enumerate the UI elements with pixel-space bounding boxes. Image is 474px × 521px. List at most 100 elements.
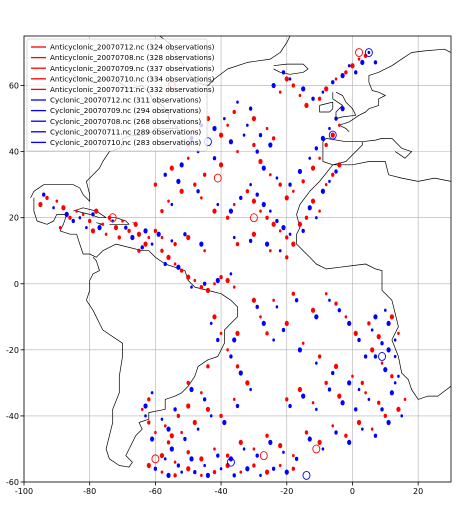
y-tick-label: 40 bbox=[9, 148, 19, 157]
anticyclonic-eddy bbox=[269, 249, 272, 253]
cyclonic-eddy bbox=[78, 216, 82, 220]
anticyclonic-eddy bbox=[265, 126, 269, 131]
cyclonic-eddy bbox=[271, 82, 276, 89]
anticyclonic-eddy bbox=[147, 235, 151, 240]
anticyclonic-eddy bbox=[370, 427, 374, 431]
anticyclonic-eddy bbox=[353, 330, 358, 336]
anticyclonic-eddy bbox=[258, 158, 263, 165]
cyclonic-eddy bbox=[297, 168, 303, 175]
cyclonic-eddy bbox=[71, 218, 75, 224]
anticyclonic-eddy bbox=[278, 182, 282, 187]
cyclonic-eddy bbox=[255, 304, 259, 310]
cyclonic-eddy bbox=[249, 387, 252, 392]
cyclonic-eddy bbox=[284, 469, 289, 475]
cyclonic-eddy bbox=[373, 60, 378, 65]
cyclonic-eddy bbox=[373, 354, 378, 359]
coastline bbox=[332, 161, 451, 182]
anticyclonic-eddy bbox=[166, 440, 171, 445]
anticyclonic-eddy bbox=[90, 228, 96, 234]
cyclonic-eddy bbox=[153, 466, 158, 471]
cyclonic-eddy bbox=[327, 387, 332, 392]
anticyclonic-eddy bbox=[166, 254, 171, 260]
anticyclonic-eddy bbox=[344, 433, 348, 438]
cyclonic-eddy bbox=[205, 472, 211, 479]
cyclonic-eddy bbox=[331, 80, 335, 85]
anticyclonic-eddy bbox=[324, 292, 328, 296]
anticyclonic-eddy bbox=[291, 83, 296, 88]
cyclonic-eddy bbox=[354, 70, 358, 75]
anticyclonic-eddy bbox=[235, 330, 240, 336]
anticyclonic-eddy bbox=[265, 215, 269, 220]
cyclonic-eddy bbox=[176, 264, 181, 270]
anticyclonic-eddy bbox=[278, 443, 283, 449]
x-tick-label: -60 bbox=[149, 487, 162, 496]
anticyclonic-eddy bbox=[113, 224, 119, 231]
anticyclonic-eddy bbox=[271, 221, 276, 227]
anticyclonic-eddy bbox=[232, 397, 236, 402]
anticyclonic-eddy bbox=[284, 76, 289, 82]
cyclonic-eddy bbox=[202, 281, 207, 286]
cyclonic-eddy bbox=[222, 419, 227, 426]
anticyclonic-eddy bbox=[179, 268, 184, 273]
cyclonic-eddy bbox=[278, 249, 282, 253]
anticyclonic-eddy bbox=[232, 202, 236, 207]
cyclonic-eddy bbox=[176, 178, 181, 184]
anticyclonic-eddy bbox=[186, 380, 190, 386]
cyclonic-eddy bbox=[255, 192, 259, 197]
anticyclonic-eddy bbox=[285, 397, 289, 402]
cyclonic-eddy bbox=[320, 135, 325, 142]
cyclonic-eddy bbox=[163, 172, 167, 177]
anticyclonic-eddy bbox=[173, 242, 177, 247]
cyclonic-eddy bbox=[275, 176, 279, 180]
anticyclonic-eddy bbox=[173, 460, 177, 464]
cyclonic-eddy bbox=[140, 245, 144, 250]
cyclonic-eddy bbox=[215, 277, 220, 284]
anticyclonic-eddy bbox=[203, 249, 206, 253]
anticyclonic-eddy bbox=[285, 255, 289, 260]
cyclonic-eddy bbox=[248, 238, 253, 243]
axes-frame bbox=[23, 35, 452, 483]
anticyclonic-eddy bbox=[285, 235, 289, 240]
anticyclonic-eddy bbox=[269, 173, 272, 177]
anticyclonic-eddy bbox=[284, 320, 289, 327]
anticyclonic-eddy bbox=[147, 420, 151, 425]
cyclonic-eddy bbox=[315, 216, 318, 220]
cyclonic-eddy bbox=[281, 327, 286, 333]
anticyclonic-eddy bbox=[291, 291, 296, 296]
cyclonic-eddy bbox=[228, 456, 234, 462]
anticyclonic-eddy bbox=[179, 188, 184, 194]
anticyclonic-eddy bbox=[265, 433, 269, 438]
anticyclonic-eddy bbox=[317, 439, 322, 445]
anticyclonic-eddy bbox=[238, 439, 243, 445]
anticyclonic-eddy bbox=[259, 209, 262, 213]
cyclonic-eddy bbox=[384, 308, 387, 312]
legend-label: Anticyclonic_20070709.nc (337 observatio… bbox=[50, 64, 215, 73]
anticyclonic-eddy bbox=[192, 419, 197, 426]
anticyclonic-eddy bbox=[173, 473, 177, 478]
cyclonic-eddy bbox=[389, 390, 394, 396]
anticyclonic-eddy bbox=[367, 321, 371, 326]
anticyclonic-eddy bbox=[301, 179, 305, 184]
anticyclonic-eddy bbox=[304, 102, 309, 109]
legend-label: Cyclonic_20070712.nc (311 observations) bbox=[50, 96, 201, 105]
cyclonic-eddy bbox=[235, 403, 240, 409]
anticyclonic-eddy bbox=[291, 241, 296, 247]
anticyclonic-eddy bbox=[389, 314, 394, 320]
y-tick-label: -40 bbox=[6, 412, 19, 421]
cyclonic-eddy bbox=[236, 100, 239, 104]
anticyclonic-large-eddy bbox=[151, 454, 160, 464]
cyclonic-eddy bbox=[400, 414, 404, 418]
anticyclonic-eddy bbox=[232, 109, 236, 115]
anticyclonic-eddy bbox=[143, 241, 148, 247]
cyclonic-eddy bbox=[238, 370, 243, 376]
anticyclonic-eddy bbox=[163, 424, 167, 428]
anticyclonic-eddy bbox=[137, 248, 141, 253]
legend-label: Anticyclonic_20070712.nc (324 observatio… bbox=[50, 43, 215, 52]
anticyclonic-eddy bbox=[159, 452, 165, 459]
cyclonic-eddy bbox=[373, 433, 378, 438]
x-tick-label: 0 bbox=[350, 487, 355, 496]
cyclonic-eddy bbox=[288, 232, 292, 236]
cyclonic-eddy bbox=[229, 354, 233, 359]
anticyclonic-eddy bbox=[264, 469, 270, 475]
anticyclonic-eddy bbox=[219, 331, 223, 335]
